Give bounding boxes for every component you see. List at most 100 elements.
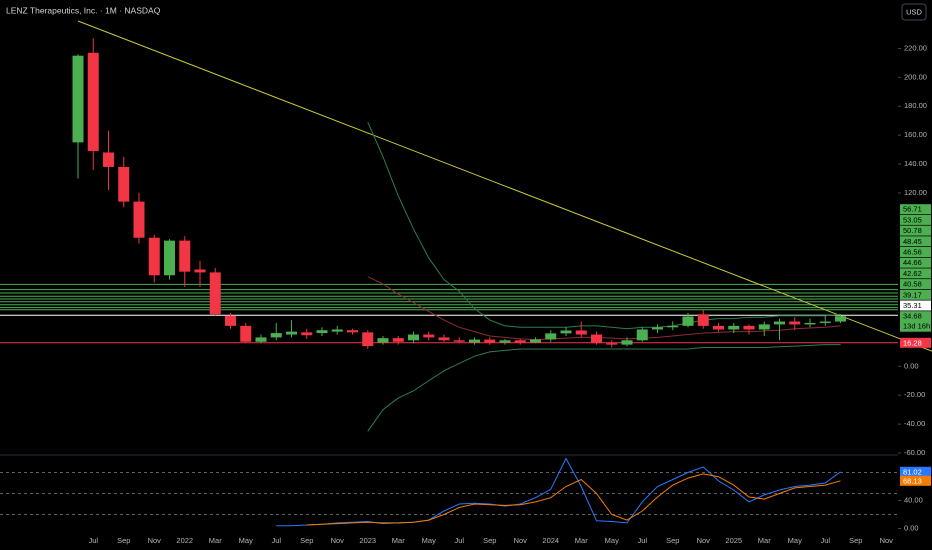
- x-tick-label: May: [422, 536, 436, 545]
- x-tick-label: Nov: [880, 536, 894, 545]
- y-tick-label: -40.00: [904, 419, 925, 428]
- value-label: 68.13: [903, 476, 922, 485]
- price-label-box: [900, 268, 931, 279]
- candle-body: [575, 330, 587, 335]
- y-tick-label: 40.00: [904, 495, 923, 504]
- price-label-box: [900, 236, 931, 247]
- x-tick-label: May: [788, 536, 802, 545]
- x-tick-label: 2022: [176, 536, 193, 545]
- x-tick-label: Sep: [483, 536, 496, 545]
- y-tick-label: 0.00: [904, 523, 919, 532]
- x-tick-label: May: [239, 536, 253, 545]
- candle-body: [316, 330, 328, 334]
- price-label: 16.28: [903, 338, 922, 347]
- x-tick-label: Nov: [148, 536, 162, 545]
- y-tick-label: 220.00: [904, 43, 927, 52]
- x-tick-label: Nov: [514, 536, 528, 545]
- price-label: 35.31: [903, 301, 922, 310]
- x-tick-label: Sep: [666, 536, 679, 545]
- candle-body: [377, 338, 389, 343]
- candle-body: [652, 327, 663, 330]
- x-tick-label: 2024: [542, 536, 559, 545]
- candle-body: [286, 331, 297, 335]
- candle-body: [148, 237, 160, 276]
- price-label: 56.71: [903, 205, 922, 214]
- candle-body: [72, 55, 84, 143]
- x-tick-label: Mar: [392, 536, 405, 545]
- x-tick-label: Nov: [697, 536, 711, 545]
- price-label: 40.58: [903, 280, 922, 289]
- candle-body: [331, 329, 343, 332]
- x-tick-label: Mar: [758, 536, 771, 545]
- candle-body: [362, 332, 374, 347]
- y-tick-label: 200.00: [904, 72, 927, 81]
- price-label-box: [900, 289, 931, 300]
- candle-body: [835, 316, 846, 322]
- candle-body: [453, 340, 465, 342]
- indicator-line: [367, 121, 841, 330]
- candle-body: [606, 343, 618, 345]
- x-tick-label: Mar: [575, 536, 588, 545]
- x-tick-label: Mar: [209, 536, 222, 545]
- price-label: 39.17: [903, 290, 922, 299]
- x-tick-label: Jul: [454, 536, 464, 545]
- candle-body: [118, 166, 130, 202]
- candle-body: [560, 330, 572, 334]
- candle-body: [682, 316, 694, 326]
- candle-body: [499, 340, 511, 343]
- x-tick-label: 2025: [725, 536, 742, 545]
- y-tick-label: 0.00: [904, 361, 919, 370]
- candle-body: [636, 329, 648, 341]
- y-tick-label: 120.00: [904, 188, 927, 197]
- candle-body: [240, 325, 252, 342]
- y-tick-label: 180.00: [904, 101, 927, 110]
- candle-body: [774, 321, 785, 325]
- x-tick-label: May: [605, 536, 619, 545]
- candle-body: [164, 240, 175, 276]
- candle-body: [87, 52, 99, 152]
- candle-body: [621, 340, 633, 345]
- candle-body: [179, 240, 191, 272]
- price-label: 34.68: [903, 312, 922, 321]
- y-tick-label: 140.00: [904, 159, 927, 168]
- price-label-box: [900, 225, 931, 236]
- value-label-box: [900, 466, 931, 477]
- candle-body: [469, 339, 480, 343]
- candle-body: [423, 334, 435, 338]
- candle-body: [697, 314, 709, 326]
- price-label-box: [900, 279, 931, 290]
- trendline: [77, 20, 932, 352]
- candle-body: [103, 152, 114, 167]
- price-label-box: [900, 311, 931, 332]
- x-tick-label: Sep: [849, 536, 862, 545]
- candle-body: [408, 334, 419, 341]
- candle-body: [758, 324, 770, 330]
- price-label: 50.78: [903, 226, 922, 235]
- candle-body: [545, 333, 557, 340]
- price-label-box: [900, 204, 931, 215]
- candle-body: [667, 325, 679, 328]
- candle-body: [713, 325, 724, 330]
- countdown-label: 13d 16h: [903, 322, 930, 331]
- candle-body: [591, 334, 602, 344]
- x-tick-label: 2023: [359, 536, 376, 545]
- x-tick-label: Sep: [117, 536, 130, 545]
- price-label-box: [900, 247, 931, 258]
- candle-body: [392, 338, 404, 342]
- price-label-box: [900, 337, 931, 348]
- indicator-line: [367, 276, 841, 341]
- price-label: 48.45: [903, 237, 922, 246]
- candle-body: [225, 315, 236, 326]
- y-tick-label: 160.00: [904, 130, 927, 139]
- x-tick-label: Jul: [820, 536, 830, 545]
- candle-body: [728, 325, 740, 330]
- price-label-box: [900, 214, 931, 225]
- x-tick-label: Nov: [331, 536, 345, 545]
- currency-button[interactable]: [901, 3, 927, 21]
- x-tick-label: Jul: [88, 536, 98, 545]
- value-label-box: [900, 475, 931, 486]
- price-label-box: [900, 300, 931, 311]
- x-tick-label: Jul: [637, 536, 647, 545]
